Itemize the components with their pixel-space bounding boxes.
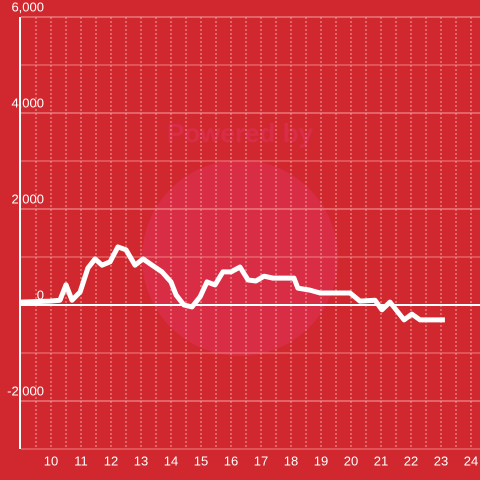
y-tick-label: 4,000: [11, 95, 44, 110]
x-tick-label: 11: [74, 453, 88, 468]
x-tick-label: 13: [134, 453, 148, 468]
x-tick-label: 24: [464, 453, 478, 468]
x-tick-label: 15: [194, 453, 208, 468]
x-tick-label: 21: [374, 453, 388, 468]
y-tick-label: 6,000: [11, 0, 44, 14]
x-tick-label: 20: [344, 453, 358, 468]
y-tick-label: 0: [37, 287, 44, 302]
watermark: Powered by: [167, 118, 313, 148]
data-line: [20, 244, 445, 323]
x-tick-label: 17: [254, 453, 268, 468]
y-tick-label: 2,000: [11, 191, 44, 206]
x-tick-label: 16: [224, 453, 238, 468]
x-tick-label: 22: [404, 453, 418, 468]
y-tick-label: -2,000: [7, 383, 44, 398]
x-tick-label: 23: [434, 453, 448, 468]
x-tick-label: 14: [164, 453, 178, 468]
x-tick-label: 10: [44, 453, 58, 468]
x-tick-label: 12: [104, 453, 118, 468]
x-tick-label: 18: [284, 453, 298, 468]
x-tick-label: 19: [314, 453, 328, 468]
